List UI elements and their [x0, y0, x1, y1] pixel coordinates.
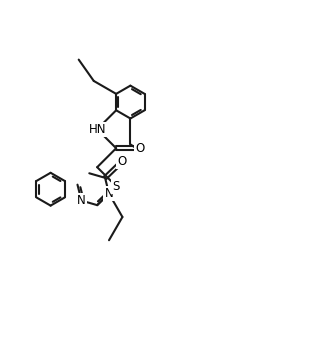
Text: N: N	[105, 187, 113, 200]
Text: HN: HN	[88, 123, 106, 136]
Text: O: O	[135, 142, 145, 155]
Text: N: N	[77, 194, 86, 207]
Text: O: O	[117, 155, 127, 168]
Text: S: S	[113, 180, 120, 193]
